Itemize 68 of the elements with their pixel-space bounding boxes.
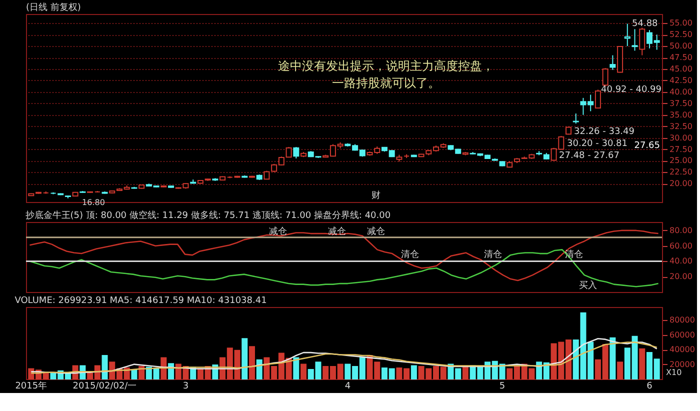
bar — [293, 357, 300, 380]
y-tick-label: 80.00 — [670, 226, 692, 235]
y-tick-label: 40.00 — [670, 87, 692, 96]
y-tick-label: 32.50 — [670, 122, 692, 131]
y-tick-label: 20000 — [670, 360, 695, 369]
annotation: 32.26 - 33.49 — [574, 127, 635, 137]
y-tick-label: 42.50 — [670, 76, 692, 85]
annotation: 减仓 — [367, 226, 385, 237]
bar — [131, 368, 138, 380]
y-tick-label: 47.50 — [670, 53, 692, 62]
y-tick-label: 60000 — [670, 330, 695, 340]
annotation: 途中没有发出提示，说明主力高度控盘，一路持股就可以了。 — [278, 59, 494, 90]
annotation: 27.65 — [634, 141, 660, 151]
candlestick — [293, 146, 300, 159]
x-tick-label: 5 — [499, 382, 506, 392]
annotation: 清仓 — [401, 249, 419, 260]
bar — [462, 366, 468, 380]
bar — [617, 362, 624, 380]
annotation: 54.88 — [632, 19, 658, 29]
y-tick-label: 20.00 — [670, 272, 692, 282]
chart-title: (日线 前复权) — [26, 2, 81, 13]
candlestick — [602, 68, 608, 87]
y-tick-label: 25.00 — [670, 156, 692, 166]
y-tick-label: 35.00 — [670, 110, 692, 120]
annotation: 减仓 — [269, 226, 287, 237]
bar — [300, 364, 307, 380]
candlestick — [639, 27, 646, 56]
annotation: 27.48 - 27.67 — [559, 151, 620, 161]
annotation: 财 — [372, 190, 380, 201]
x-tick-label: 3 — [182, 382, 189, 392]
candlestick — [632, 28, 638, 52]
chart-title: 抄底金牛王(5) 顶: 80.00 做空线: 11.29 做多线: 75.71 逃顶线: 71.00 操盘分界线: 40.00 — [25, 210, 391, 221]
x-tick-label: 2015/02/02/一 — [72, 382, 137, 392]
y-tick-label: 22.50 — [670, 168, 692, 177]
line-series — [29, 249, 659, 288]
annotation: 40.92 - 40.99 — [601, 85, 662, 95]
y-tick-label: 60.00 — [670, 241, 692, 250]
y-tick-label: 45.00 — [670, 64, 692, 74]
y-tick-label: 50.00 — [670, 42, 692, 51]
annotation: 清仓 — [484, 249, 502, 260]
bar — [256, 359, 262, 380]
bar — [242, 338, 248, 380]
x-tick-label: 6 — [646, 382, 653, 392]
y-tick-label: 52.50 — [670, 30, 692, 40]
candlestick — [624, 23, 630, 47]
bar — [639, 348, 646, 380]
candlestick — [594, 89, 601, 108]
y-tick-label: 55.00 — [670, 18, 692, 28]
y-tick-label: 37.50 — [670, 98, 692, 108]
bar — [410, 365, 417, 380]
text: X10 — [666, 368, 682, 377]
annotation: 买入 — [579, 280, 597, 291]
bar — [102, 354, 108, 380]
annotation: 30.20 - 30.81 — [567, 139, 628, 149]
candlestick — [572, 113, 579, 124]
y-tick-label: 40.00 — [670, 256, 692, 266]
y-tick-label: 30.00 — [670, 133, 692, 142]
y-tick-label: 20.00 — [670, 179, 692, 188]
bar — [248, 346, 255, 380]
chart-title: VOLUME: 269923.91 MA5: 414617.59 MA10: 431038.41 — [14, 296, 267, 306]
x-tick-label: 2015年 — [15, 380, 48, 392]
y-tick-label: 40000 — [670, 345, 695, 354]
candlestick — [610, 54, 616, 70]
y-tick-label: 80000 — [670, 316, 695, 325]
bar — [610, 337, 616, 380]
x-tick-label: 4 — [344, 382, 351, 392]
bar — [160, 357, 167, 380]
y-tick-label: 27.50 — [670, 144, 692, 154]
